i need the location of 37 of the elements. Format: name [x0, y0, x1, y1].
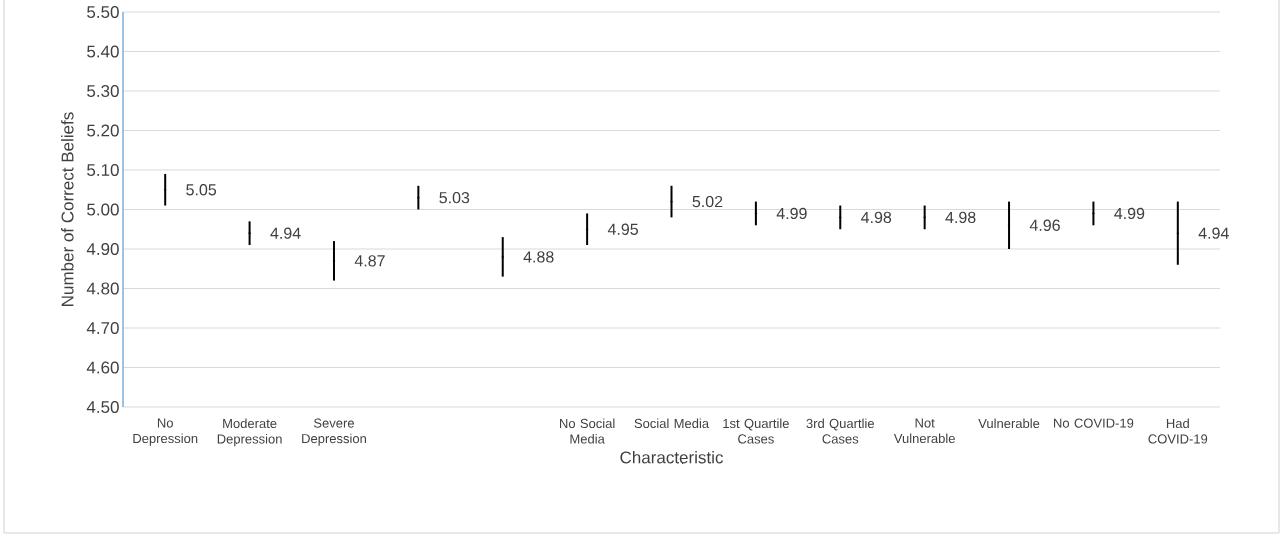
y-tick-label: 4.80 — [86, 282, 119, 295]
x-tick-label: No COVID-19 — [1054, 418, 1134, 428]
x-tick-label: Moderate Depression — [217, 418, 282, 447]
data-label: 4.94 — [1198, 227, 1229, 239]
data-label: 4.98 — [861, 211, 892, 224]
data-label: 4.94 — [270, 227, 301, 239]
data-label: 4.99 — [1114, 207, 1145, 220]
data-label: 4.88 — [523, 251, 554, 263]
data-label: 5.03 — [439, 191, 470, 204]
x-tick-label: Had COVID-19 — [1148, 418, 1208, 444]
y-tick-label: 5.10 — [87, 163, 119, 177]
x-tick-label: Not Vulnerable — [893, 418, 955, 444]
data-label: 4.99 — [776, 207, 807, 220]
x-tick-label: Severe Depression — [302, 418, 366, 446]
x-tick-label: 1st Quartile Cases — [723, 418, 789, 444]
y-tick-label: 4.90 — [86, 242, 119, 256]
data-label: 5.02 — [692, 195, 723, 208]
data-label: 4.96 — [1029, 219, 1060, 231]
y-tick-label: 5.50 — [87, 5, 119, 19]
data-label: 5.05 — [186, 184, 217, 196]
x-tick-label: 3rd Quartlie Cases — [806, 418, 875, 444]
data-label: 4.95 — [607, 223, 638, 235]
x-axis-title: Characteristic — [620, 450, 723, 464]
x-tick-label: No Social Media — [560, 418, 615, 444]
data-label: 4.98 — [945, 211, 976, 224]
y-tick-label: 5.40 — [87, 45, 119, 58]
x-tick-label: Vulnerable — [978, 418, 1040, 429]
y-tick-label: 5.30 — [87, 84, 119, 98]
y-tick-label: 4.60 — [86, 361, 119, 374]
x-tick-label: Social Media — [634, 418, 710, 429]
data-label: 4.87 — [354, 255, 385, 267]
y-tick-label: 5.20 — [87, 124, 119, 137]
y-tick-label: 4.70 — [86, 321, 119, 335]
y-tick-label: 5.00 — [87, 203, 119, 216]
y-axis-title: Number of Correct Beliefs — [61, 112, 74, 306]
x-tick-label: No Depression — [133, 418, 198, 446]
y-tick-label: 4.50 — [86, 400, 119, 414]
